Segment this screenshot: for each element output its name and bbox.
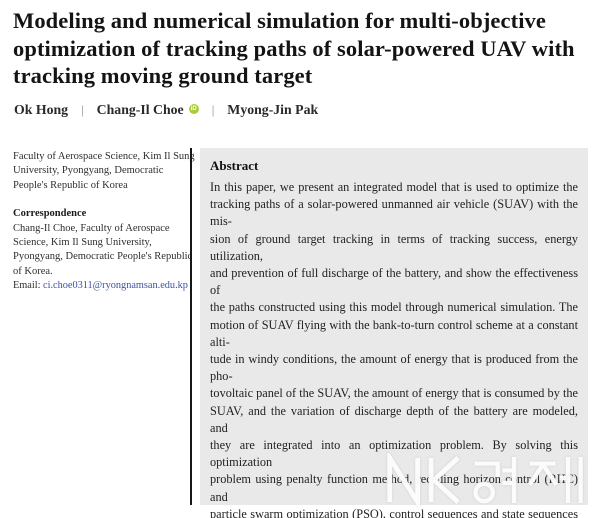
orcid-icon[interactable]: iD	[188, 104, 199, 114]
correspondence-block: Correspondence Chang-Il Choe, Faculty of…	[13, 207, 193, 293]
abstract-line: SUAV, and the variation of discharge dep…	[210, 403, 578, 435]
abstract-panel: Abstract In this paper, we present an in…	[200, 148, 588, 518]
article-info-column: Faculty of Aerospace Science, Kim Il Sun…	[13, 150, 195, 294]
title-line: optimization of tracking paths of solar-…	[13, 35, 575, 61]
correspondence-line: of Korea.	[13, 265, 53, 277]
affiliation-line: People's Republic of Korea	[13, 179, 128, 191]
author-name: Ok Hong	[14, 102, 69, 117]
byline-separator: |	[211, 102, 215, 117]
abstract-line: they are integrated into an optimization…	[210, 438, 578, 470]
affiliation-line: Faculty of Aerospace Science, Kim Il Sun…	[13, 151, 195, 162]
abstract-line: problem using penalty function method, r…	[210, 472, 578, 504]
abstract-line: tovoltaic panel of the SUAV, the amount …	[210, 386, 578, 401]
correspondence-line: Chang-Il Choe, Faculty of Aerospace	[13, 222, 170, 234]
byline-separator: |	[81, 102, 84, 117]
abstract-line: particle swarm optimization (PSO), contr…	[210, 506, 578, 518]
abstract-line: sion of ground target tracking in terms …	[210, 231, 578, 263]
email-label: Email:	[13, 280, 41, 292]
abstract-line: the paths constructed using this model t…	[210, 300, 578, 315]
affiliation-line: University, Pyongyang, Democratic	[13, 165, 164, 177]
abstract-text: In this paper, we present an integrated …	[210, 179, 578, 518]
author-byline: Ok Hong | Chang-Il Choe iD | Myong-Jin P…	[14, 102, 318, 118]
abstract-line: motion of SUAV flying with the bank-to-t…	[210, 317, 578, 349]
correspondence-heading: Correspondence	[13, 208, 87, 220]
abstract-line: In this paper, we present an integrated …	[210, 180, 578, 194]
author-name: Chang-Il Choe	[96, 102, 184, 117]
abstract-line: and prevention of full discharge of the …	[210, 266, 578, 298]
title-line: tracking moving ground target	[13, 63, 313, 88]
abstract-line: tude in windy conditions, the amount of …	[210, 352, 578, 384]
correspondence-line: Pyongyang, Democratic People's Republic	[13, 251, 193, 263]
page-title: Modeling and numerical simulation for mu…	[13, 7, 591, 90]
title-line: Modeling and numerical simulation for mu…	[13, 8, 546, 33]
correspondence-line: Science, Kim Il Sung University,	[13, 237, 152, 249]
author-name: Myong-Jin Pak	[227, 102, 319, 117]
abstract-line: tracking paths of a solar-powered unmann…	[210, 197, 578, 229]
email-link[interactable]: ci.choe0311@ryongnamsan.edu.kp	[43, 280, 188, 292]
abstract-heading: Abstract	[210, 158, 259, 173]
affiliation: Faculty of Aerospace Science, Kim Il Sun…	[13, 150, 195, 193]
email-line: Email: ci.choe0311@ryongnamsan.edu.kp	[13, 279, 191, 293]
column-divider	[190, 148, 192, 505]
correspondence-text: Chang-Il Choe, Faculty of Aerospace Scien…	[13, 222, 193, 280]
